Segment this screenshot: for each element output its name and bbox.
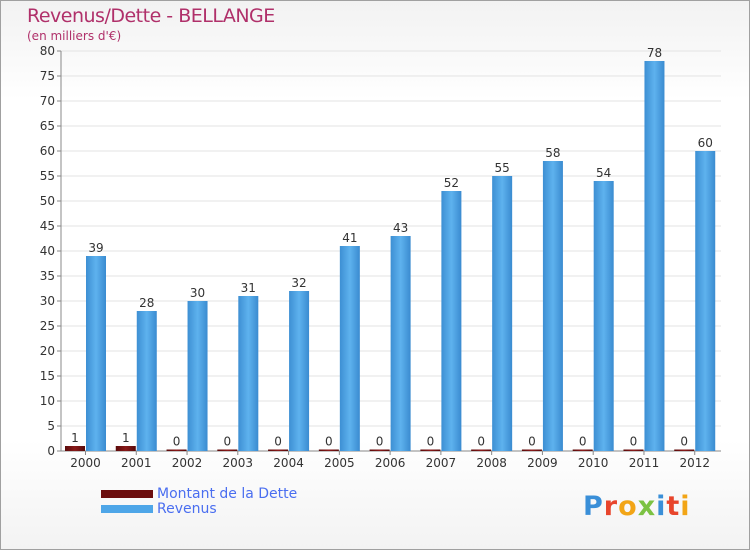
x-tick-label: 2000 bbox=[70, 456, 101, 470]
bar-revenus bbox=[644, 61, 665, 451]
x-tick-label: 2008 bbox=[476, 456, 507, 470]
logo-letter: t bbox=[666, 491, 681, 522]
bar-revenus bbox=[339, 246, 360, 451]
y-tick-label: 10 bbox=[40, 394, 55, 408]
proxiti-logo: Proxiti bbox=[583, 491, 691, 522]
data-label-revenus: 41 bbox=[342, 231, 357, 245]
bar-dette bbox=[521, 449, 542, 451]
y-tick-label: 45 bbox=[40, 219, 55, 233]
bar-dette bbox=[115, 446, 136, 451]
logo-letter: i bbox=[680, 491, 691, 522]
x-tick-label: 2009 bbox=[527, 456, 558, 470]
y-tick-label: 25 bbox=[40, 319, 55, 333]
bar-revenus bbox=[695, 151, 716, 451]
bar-revenus bbox=[187, 301, 208, 451]
legend-label-dette: Montant de la Dette bbox=[157, 486, 298, 502]
bar-dette bbox=[572, 449, 593, 451]
data-label-dette: 0 bbox=[528, 435, 536, 449]
data-label-revenus: 54 bbox=[596, 166, 611, 180]
x-tick-label: 2007 bbox=[426, 456, 457, 470]
logo-letter: x bbox=[637, 491, 657, 522]
bar-revenus bbox=[593, 181, 614, 451]
data-label-revenus: 30 bbox=[190, 286, 205, 300]
x-tick-label: 2011 bbox=[629, 456, 660, 470]
data-label-dette: 1 bbox=[71, 431, 79, 445]
bar-revenus bbox=[238, 296, 259, 451]
bar-dette bbox=[65, 446, 85, 451]
bar-revenus bbox=[289, 291, 310, 451]
y-tick-label: 30 bbox=[40, 294, 55, 308]
data-label-revenus: 58 bbox=[545, 146, 560, 160]
data-label-revenus: 31 bbox=[241, 281, 256, 295]
y-tick-label: 75 bbox=[40, 69, 55, 83]
bar-revenus bbox=[492, 176, 513, 451]
y-tick-label: 65 bbox=[40, 119, 55, 133]
y-tick-label: 55 bbox=[40, 169, 55, 183]
bar-dette bbox=[420, 449, 441, 451]
chart-subtitle: (en milliers d'€) bbox=[27, 29, 122, 43]
data-label-revenus: 39 bbox=[88, 241, 103, 255]
y-tick-label: 0 bbox=[47, 444, 55, 458]
bar-dette bbox=[166, 449, 187, 451]
x-tick-label: 2004 bbox=[273, 456, 304, 470]
data-label-dette: 0 bbox=[376, 435, 384, 449]
y-tick-label: 40 bbox=[40, 244, 55, 258]
x-tick-label: 2002 bbox=[172, 456, 203, 470]
x-tick-label: 2001 bbox=[121, 456, 152, 470]
y-tick-label: 5 bbox=[47, 419, 55, 433]
y-tick-label: 35 bbox=[40, 269, 55, 283]
bar-dette bbox=[268, 449, 289, 451]
x-tick-label: 2010 bbox=[578, 456, 609, 470]
y-tick-label: 15 bbox=[40, 369, 55, 383]
data-label-revenus: 32 bbox=[291, 276, 306, 290]
data-label-revenus: 43 bbox=[393, 221, 408, 235]
data-label-dette: 0 bbox=[477, 435, 485, 449]
x-tick-label: 2012 bbox=[679, 456, 710, 470]
data-label-dette: 0 bbox=[680, 435, 688, 449]
data-label-dette: 1 bbox=[122, 431, 130, 445]
logo-letter: P bbox=[583, 491, 604, 522]
y-tick-label: 70 bbox=[40, 94, 55, 108]
data-label-revenus: 52 bbox=[444, 176, 459, 190]
data-label-revenus: 60 bbox=[698, 136, 713, 150]
legend-label-revenus: Revenus bbox=[157, 501, 217, 517]
bar-dette bbox=[318, 449, 339, 451]
bar-revenus bbox=[390, 236, 411, 451]
logo-letter: r bbox=[603, 491, 619, 522]
data-label-revenus: 78 bbox=[647, 46, 662, 60]
x-tick-label: 2003 bbox=[223, 456, 254, 470]
y-tick-label: 60 bbox=[40, 144, 55, 158]
logo-letter: o bbox=[618, 491, 638, 522]
legend-swatch-dette bbox=[101, 490, 153, 498]
legend-swatch-revenus bbox=[101, 505, 153, 513]
data-label-dette: 0 bbox=[223, 435, 231, 449]
bar-dette bbox=[471, 449, 492, 451]
x-tick-label: 2005 bbox=[324, 456, 355, 470]
data-label-dette: 0 bbox=[630, 435, 638, 449]
data-label-dette: 0 bbox=[325, 435, 333, 449]
data-label-dette: 0 bbox=[173, 435, 181, 449]
logo-letter: i bbox=[656, 491, 667, 522]
y-tick-label: 50 bbox=[40, 194, 55, 208]
bar-revenus bbox=[542, 161, 563, 451]
chart-title: Revenus/Dette - BELLANGE bbox=[27, 5, 275, 27]
data-label-dette: 0 bbox=[427, 435, 435, 449]
y-tick-label: 80 bbox=[40, 44, 55, 58]
data-label-dette: 0 bbox=[274, 435, 282, 449]
data-label-revenus: 28 bbox=[139, 296, 154, 310]
bar-dette bbox=[369, 449, 390, 451]
bar-revenus bbox=[86, 256, 106, 451]
bar-dette bbox=[674, 449, 695, 451]
bar-dette bbox=[217, 449, 238, 451]
data-label-revenus: 55 bbox=[495, 161, 510, 175]
bar-dette bbox=[623, 449, 644, 451]
bar-revenus bbox=[136, 311, 157, 451]
data-label-dette: 0 bbox=[579, 435, 587, 449]
bar-revenus bbox=[441, 191, 462, 451]
x-tick-label: 2006 bbox=[375, 456, 406, 470]
y-tick-label: 20 bbox=[40, 344, 55, 358]
